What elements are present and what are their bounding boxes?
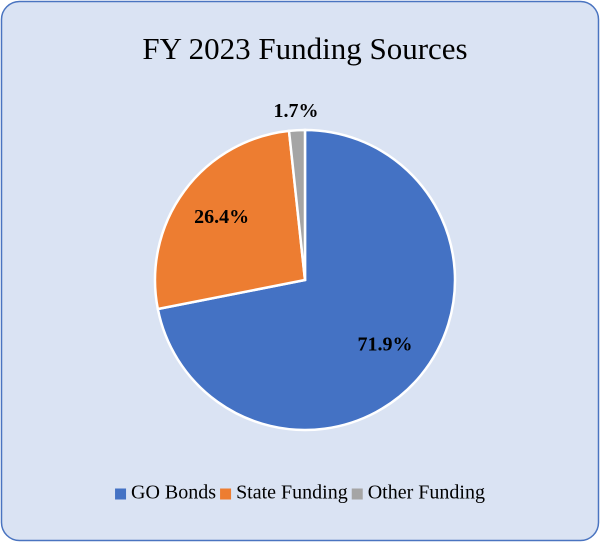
legend: GO Bonds State Funding Other Funding bbox=[115, 482, 485, 504]
legend-label: State Funding bbox=[236, 482, 348, 504]
legend-label: GO Bonds bbox=[131, 482, 216, 504]
data-label: 71.9% bbox=[357, 333, 412, 355]
legend-swatch bbox=[351, 488, 363, 500]
data-label: 26.4% bbox=[194, 206, 249, 228]
legend-swatch bbox=[115, 488, 127, 500]
pie-slice bbox=[287, 128, 307, 281]
pie-slice bbox=[156, 128, 457, 432]
legend-label: Other Funding bbox=[368, 482, 485, 504]
legend-swatch bbox=[220, 488, 232, 500]
data-label: 1.7% bbox=[274, 100, 319, 122]
chart-title: FY 2023 Funding Sources bbox=[142, 31, 467, 66]
pie-slice bbox=[153, 129, 307, 311]
